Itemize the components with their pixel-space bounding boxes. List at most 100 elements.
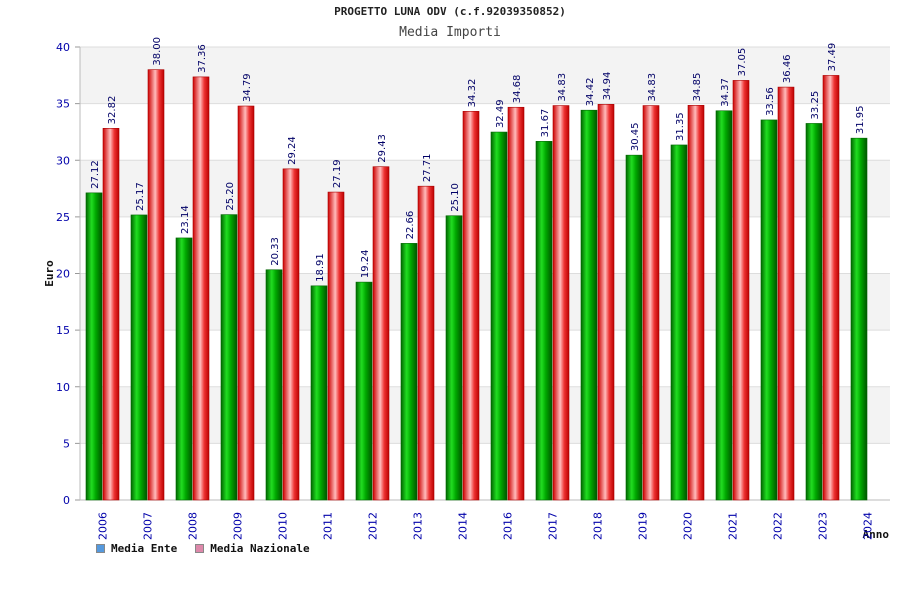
- chart-subtitle: Media Importi: [399, 25, 501, 40]
- data-label: 34.42: [585, 78, 596, 107]
- data-label: 20.33: [270, 237, 281, 266]
- bar-media-nazionale: [192, 76, 210, 501]
- x-tick-label: 2019: [637, 512, 650, 540]
- data-label: 23.14: [180, 205, 191, 234]
- data-label: 34.83: [647, 73, 658, 102]
- x-tick-label: 2009: [232, 512, 245, 540]
- bar-media-nazionale: [732, 80, 750, 501]
- y-tick-label: 25: [56, 211, 70, 224]
- bar-media-nazionale: [417, 185, 435, 501]
- bar-media-ente: [670, 144, 688, 501]
- data-label: 25.10: [450, 183, 461, 212]
- bar-media-ente: [625, 154, 643, 501]
- bar-media-nazionale: [282, 168, 300, 501]
- grid-band: [80, 47, 890, 104]
- x-tick-label: 2008: [187, 512, 200, 540]
- data-label: 25.20: [225, 182, 236, 211]
- legend-item-ente: Media Ente: [96, 542, 177, 555]
- bar-media-ente: [355, 281, 373, 501]
- bar-media-nazionale: [552, 105, 570, 501]
- data-label: 37.49: [827, 43, 838, 72]
- y-tick-label: 10: [56, 381, 70, 394]
- bar-media-ente: [85, 192, 103, 501]
- bar-media-nazionale: [327, 191, 345, 501]
- bar-media-ente: [760, 119, 778, 501]
- data-label: 33.56: [765, 87, 776, 116]
- data-label: 34.79: [242, 73, 253, 102]
- chart-title: PROGETTO LUNA ODV (c.f.92039350852): [334, 5, 566, 18]
- grid-band: [80, 216, 890, 274]
- y-tick-label: 30: [56, 154, 70, 167]
- x-axis-label: Anno: [863, 528, 890, 541]
- legend-swatch-ente: [96, 544, 105, 553]
- legend-item-nazionale: Media Nazionale: [195, 542, 310, 555]
- x-tick-label: 2023: [817, 512, 830, 540]
- data-label: 30.45: [630, 123, 641, 152]
- grid-band: [80, 103, 890, 161]
- data-label: 37.36: [197, 44, 208, 73]
- grid-band: [80, 386, 890, 444]
- y-tick-label: 5: [63, 437, 70, 450]
- data-label: 27.71: [422, 154, 433, 183]
- bar-media-nazionale: [642, 105, 660, 501]
- data-label: 36.46: [782, 54, 793, 83]
- x-tick-label: 2018: [592, 512, 605, 540]
- x-tick-label: 2012: [367, 512, 380, 540]
- data-label: 27.19: [332, 159, 343, 188]
- chart-legend: Media Ente Media Nazionale: [96, 542, 310, 555]
- data-label: 34.68: [512, 75, 523, 104]
- bar-media-ente: [535, 141, 553, 501]
- data-label: 37.05: [737, 48, 748, 77]
- x-tick-label: 2016: [502, 512, 515, 540]
- grid-band: [80, 160, 890, 217]
- data-label: 34.83: [557, 73, 568, 102]
- bar-media-nazionale: [237, 105, 255, 501]
- data-label: 29.24: [287, 136, 298, 165]
- x-tick-label: 2010: [277, 512, 290, 540]
- data-label: 31.67: [540, 109, 551, 138]
- x-tick-label: 2020: [682, 512, 695, 540]
- data-label: 27.12: [90, 160, 101, 189]
- data-label: 32.82: [107, 96, 118, 125]
- x-tick-label: 2022: [772, 512, 785, 540]
- data-label: 34.37: [720, 78, 731, 107]
- data-label: 34.32: [467, 79, 478, 108]
- bar-media-ente: [850, 137, 868, 501]
- data-label: 31.35: [675, 112, 686, 141]
- y-tick-label: 0: [63, 494, 70, 507]
- bar-media-nazionale: [777, 86, 795, 501]
- bar-media-nazionale: [147, 69, 165, 501]
- x-tick-label: 2021: [727, 512, 740, 540]
- bar-media-ente: [490, 131, 508, 501]
- data-label: 31.95: [855, 106, 866, 135]
- bar-media-ente: [220, 214, 238, 501]
- data-label: 34.94: [602, 72, 613, 101]
- data-label: 33.25: [810, 91, 821, 120]
- grid-band: [80, 330, 890, 387]
- bar-media-ente: [715, 110, 733, 501]
- legend-swatch-nazionale: [195, 544, 205, 553]
- bar-media-ente: [265, 269, 283, 501]
- x-tick-label: 2006: [97, 512, 110, 540]
- data-label: 38.00: [152, 37, 163, 66]
- x-tick-label: 2024: [862, 512, 875, 540]
- x-tick-label: 2014: [457, 512, 470, 540]
- bar-media-nazionale: [507, 106, 525, 501]
- grid-band: [80, 273, 890, 331]
- bar-media-nazionale: [102, 128, 120, 501]
- y-tick-label: 15: [56, 324, 70, 337]
- data-label: 18.91: [315, 253, 326, 282]
- bar-media-ente: [805, 123, 823, 501]
- legend-label-nazionale: Media Nazionale: [210, 542, 310, 555]
- bar-media-nazionale: [687, 105, 705, 501]
- bar-media-nazionale: [597, 104, 615, 501]
- bar-media-nazionale: [462, 111, 480, 501]
- data-label: 32.49: [495, 99, 506, 128]
- x-tick-label: 2017: [547, 512, 560, 540]
- legend-label-ente: Media Ente: [111, 542, 178, 555]
- x-tick-label: 2013: [412, 512, 425, 540]
- bar-media-ente: [175, 237, 193, 501]
- y-tick-label: 20: [56, 268, 70, 281]
- bar-media-ente: [130, 214, 148, 501]
